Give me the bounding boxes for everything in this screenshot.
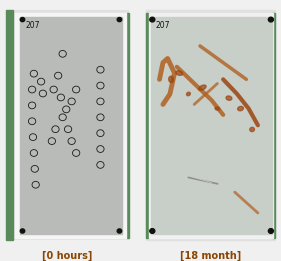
Circle shape — [150, 229, 155, 233]
Circle shape — [268, 229, 273, 233]
Circle shape — [150, 17, 155, 22]
Bar — [6, 10, 13, 240]
Circle shape — [117, 229, 122, 233]
Ellipse shape — [238, 106, 243, 111]
Bar — [15, 13, 126, 238]
Circle shape — [268, 17, 273, 22]
Bar — [272, 13, 275, 238]
Text: 207: 207 — [155, 21, 170, 30]
Ellipse shape — [215, 107, 220, 110]
Bar — [6, 10, 129, 240]
Bar — [20, 17, 122, 234]
Ellipse shape — [169, 76, 173, 82]
Bar — [146, 10, 275, 240]
Ellipse shape — [250, 127, 255, 132]
Text: 207: 207 — [26, 21, 40, 30]
Ellipse shape — [187, 92, 190, 96]
Circle shape — [117, 17, 122, 22]
Circle shape — [20, 229, 25, 233]
Ellipse shape — [226, 96, 232, 100]
Bar — [146, 13, 148, 238]
Text: [18 month]: [18 month] — [180, 251, 241, 261]
Bar — [149, 13, 273, 238]
Bar — [151, 17, 272, 234]
Text: [0 hours]: [0 hours] — [42, 251, 93, 261]
Ellipse shape — [199, 85, 206, 90]
Bar — [127, 13, 129, 238]
Ellipse shape — [176, 71, 183, 75]
Circle shape — [20, 17, 25, 22]
